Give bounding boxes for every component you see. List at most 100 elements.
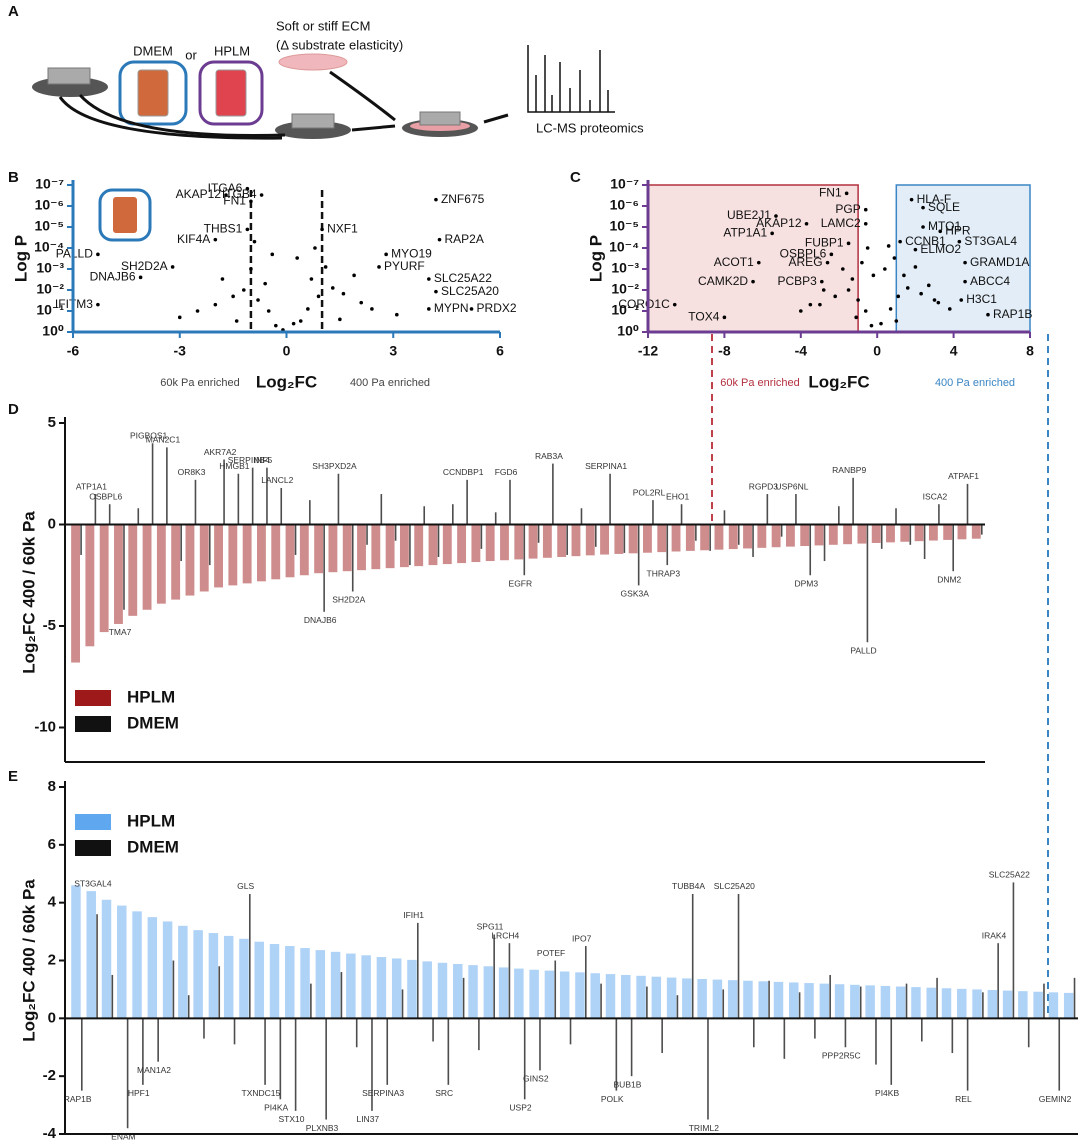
bar (554, 960, 557, 1019)
bar-label: AKR7A2 (204, 447, 237, 457)
bar (380, 494, 383, 525)
bar (330, 951, 341, 1019)
bar (194, 479, 197, 525)
bar (957, 524, 967, 540)
data-point (338, 317, 342, 322)
bar-label: SERPINA1 (585, 461, 627, 471)
bar (852, 477, 854, 525)
bar (1027, 1018, 1030, 1048)
legend-label: DMEM (127, 713, 179, 732)
bar-label: PLXNB3 (306, 1123, 339, 1133)
bar (737, 893, 740, 1019)
annotation: 400 Pa enriched (350, 377, 430, 389)
media-label: HPLM (214, 43, 250, 58)
bar (80, 1018, 83, 1091)
readout: LC-MS proteomics (536, 120, 644, 135)
data-point (886, 244, 891, 248)
bar (123, 524, 125, 610)
bar (457, 524, 467, 564)
bar (514, 968, 524, 1019)
data-point (256, 298, 260, 302)
arrow (329, 70, 396, 122)
bar (886, 524, 895, 543)
bar (552, 463, 554, 525)
annotation: 60k Pa enriched (160, 377, 240, 389)
bar-label: PIGBOS1 (130, 431, 168, 441)
data-point (263, 281, 267, 286)
bar (630, 1018, 633, 1077)
legend-swatch (75, 814, 111, 830)
bar (559, 971, 570, 1019)
bar (752, 524, 754, 557)
bar (407, 959, 417, 1019)
bar (414, 524, 424, 567)
y-axis-title: Log₂FC 400 / 60k Pa (19, 511, 38, 674)
bar-label: PI4KA (264, 1103, 288, 1113)
arrow (58, 96, 283, 140)
data-point (833, 294, 837, 299)
bar-label: THRAP3 (647, 568, 681, 578)
bar-label: RAB3A (535, 451, 563, 461)
bar (850, 984, 860, 1019)
bar-label: MAN1A2 (137, 1065, 171, 1075)
bar (300, 948, 310, 1019)
data-point (959, 298, 964, 302)
bar (789, 982, 799, 1019)
bar (569, 1018, 572, 1045)
bar-label: IPO7 (572, 933, 592, 943)
bar (269, 944, 280, 1019)
bar (342, 524, 352, 572)
bar (437, 962, 448, 1019)
annotation: 60k Pa enriched (720, 377, 800, 389)
bar (614, 524, 624, 554)
bar (911, 987, 921, 1019)
legend-swatch (75, 716, 111, 732)
point-label: GRAMD1A (970, 255, 1029, 269)
bar (714, 524, 724, 550)
bar (957, 988, 967, 1019)
bar (108, 504, 111, 525)
y-tick-label: 10⁻¹ (611, 302, 639, 318)
bar (723, 510, 726, 525)
data-point (249, 267, 253, 271)
bar (193, 930, 203, 1019)
annotation: 400 Pa enriched (935, 377, 1015, 389)
point-label: MYPN (434, 301, 469, 315)
bar-label: TMA7 (109, 627, 132, 637)
bar (809, 524, 812, 576)
bar-label: OR8K3 (178, 467, 206, 477)
bar-label: USP6NL (775, 481, 808, 491)
bar (86, 891, 96, 1019)
point-label: CORO1C (618, 297, 670, 311)
y-tick-label: 10⁻⁷ (610, 176, 639, 192)
y-tick-label: 0 (48, 515, 56, 532)
bar (466, 479, 468, 525)
bar (542, 524, 552, 558)
bar (857, 524, 867, 544)
data-point (846, 288, 851, 292)
bar-label: SH3PXD2A (312, 461, 357, 471)
bar (895, 986, 906, 1019)
bar (966, 483, 969, 525)
bar (829, 974, 831, 1019)
bar (208, 524, 211, 566)
bar (422, 961, 432, 1019)
bar (537, 524, 540, 543)
bar (900, 524, 910, 542)
bar (471, 524, 481, 563)
bar (385, 524, 395, 569)
point-label: MYO19 (391, 246, 432, 260)
bar (237, 473, 240, 525)
point-label: ST3GAL4 (964, 234, 1017, 248)
data-point (938, 229, 943, 234)
bar (580, 508, 583, 525)
x-tick-label: 0 (283, 343, 291, 359)
bar (509, 479, 511, 525)
data-point (234, 319, 239, 323)
bar (651, 976, 662, 1019)
data-point (242, 288, 246, 292)
bar (223, 459, 225, 525)
data-point (825, 260, 830, 265)
bar-label: POL2RL (633, 487, 666, 497)
bar (478, 1018, 480, 1051)
